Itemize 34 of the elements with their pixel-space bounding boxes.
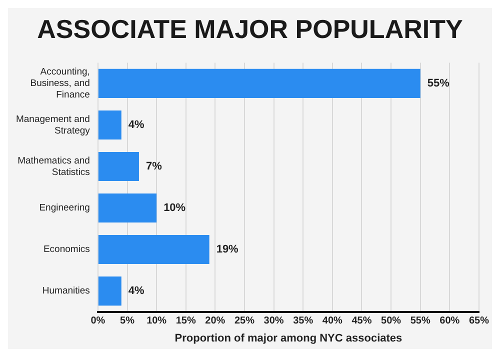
- x-tick-label: 5%: [120, 316, 135, 327]
- data-label: 19%: [216, 244, 239, 256]
- bar: [98, 276, 122, 306]
- data-label: 4%: [128, 285, 145, 298]
- bar: [98, 68, 420, 98]
- y-tick-label: Engineering: [39, 202, 90, 214]
- x-tick-label: 50%: [381, 316, 402, 327]
- x-tick-label: 60%: [440, 316, 460, 327]
- y-tick-label: Humanities: [42, 286, 90, 297]
- x-tick-label: 10%: [146, 316, 167, 327]
- data-label: 55%: [427, 77, 450, 90]
- x-tick-label: 15%: [176, 316, 196, 327]
- x-tick-label: 40%: [322, 316, 343, 327]
- x-tick-label: 65%: [468, 316, 490, 327]
- x-axis-title: Proportion of major among NYC associates: [174, 332, 402, 344]
- y-tick-label: Economics: [43, 244, 90, 256]
- y-tick-label: Management and Strategy: [16, 114, 90, 136]
- data-label: 10%: [164, 202, 186, 214]
- bar: [98, 152, 139, 182]
- x-tick-label: 55%: [410, 316, 430, 327]
- y-tick-label: Mathematics and Statistics: [18, 155, 90, 178]
- x-tick-label: 30%: [264, 316, 284, 327]
- chart-title: ASSOCIATE MAJOR POPULARITY: [36, 13, 464, 46]
- y-tick-label: Accounting, Business, and Finance: [30, 66, 90, 100]
- data-label: 4%: [128, 119, 145, 132]
- x-tick-label: 25%: [234, 316, 255, 327]
- bar: [98, 234, 210, 264]
- x-tick-label: 35%: [293, 316, 314, 327]
- data-label: 7%: [146, 160, 162, 173]
- bar: [98, 193, 157, 223]
- x-tick-label: 20%: [205, 316, 226, 327]
- x-tick-label: 0%: [90, 316, 106, 327]
- bar: [98, 110, 122, 140]
- x-tick-label: 45%: [352, 316, 372, 327]
